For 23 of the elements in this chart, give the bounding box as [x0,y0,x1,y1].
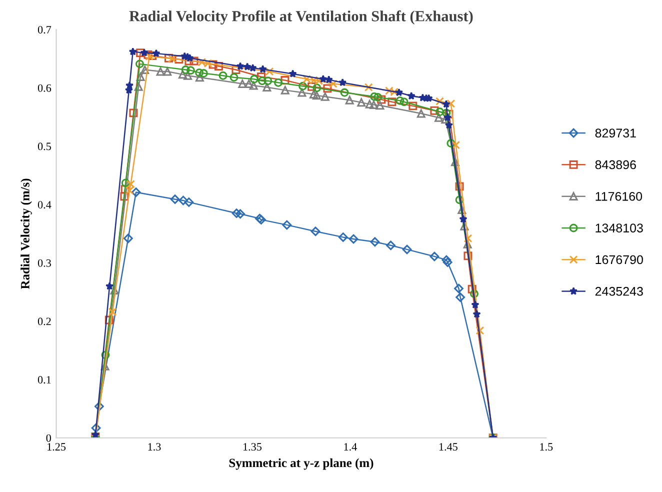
legend-label: 829731 [595,128,636,138]
x-tick-label: 1.4 [344,443,357,451]
x-axis-title: Symmetric at y-z plane (m) [229,458,374,470]
y-tick-label: 0.6 [38,84,52,92]
y-tick-label: 0.1 [38,376,51,384]
x-tick-label: 1.35 [243,443,262,451]
x-tick-label: 1.25 [48,443,66,451]
y-tick-label: 0.3 [38,259,51,267]
legend-label: 1348103 [596,224,643,232]
y-tick-label: 0.7 [38,26,52,34]
legend-label: 843896 [595,160,636,170]
y-axis-title: Radial Velocity (m/s) [20,178,32,290]
legend-label: 1176160 [596,192,642,201]
legend-label: 1676790 [596,255,643,264]
y-tick-label: 0.2 [38,318,51,326]
x-tick-label: 1.5 [540,443,553,451]
x-tick-label: 1.3 [148,443,161,451]
y-tick-label: 0 [46,434,51,442]
x-tick-label: 1.45 [439,443,458,451]
y-tick-label: 0.4 [38,201,52,209]
chart-title: Radial Velocity Profile at Ventilation Shaft (Exhaust) [129,10,473,24]
y-tick-label: 0.5 [38,142,51,150]
legend-label: 2435243 [595,286,643,296]
